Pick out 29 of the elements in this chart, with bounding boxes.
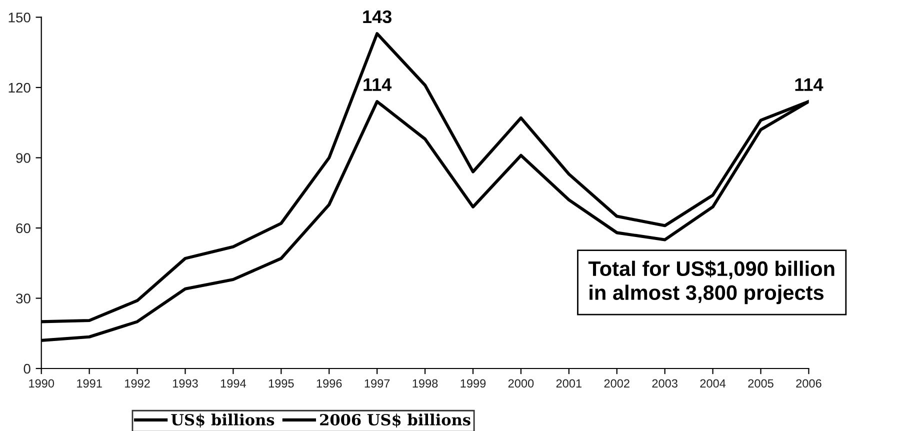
data-label: 114 [795, 78, 824, 91]
x-tick-label: 1991 [77, 379, 102, 388]
x-tick-label: 2004 [700, 379, 726, 388]
y-tick-label: 120 [8, 82, 30, 93]
annotation: Total for US$1,090 billion in almost 3,800 projects [588, 260, 834, 304]
y-tick-label: 60 [16, 223, 30, 234]
x-tick-label: 1999 [460, 379, 486, 388]
data-label: 114 [364, 78, 392, 91]
x-tick-label: 1992 [125, 379, 150, 388]
x-tick-label: 2006 [796, 379, 822, 388]
x-tick-label: 1993 [173, 379, 198, 388]
x-tick-label: 1995 [268, 379, 294, 388]
y-tick-label: 0 [24, 364, 30, 374]
x-tick-label: 1997 [364, 379, 390, 388]
x-tick-label: 2003 [652, 379, 678, 388]
y-tick-label: 150 [8, 12, 30, 22]
y-tick-label: 30 [16, 294, 30, 304]
x-tick-label: 2000 [508, 379, 534, 388]
x-tick-label: 2005 [748, 379, 774, 388]
x-tick-label: 1994 [220, 379, 246, 388]
legend-label: US$ billions [171, 414, 274, 428]
legend-label: 2006 US$ billions [320, 414, 470, 428]
x-tick-label: 1996 [316, 379, 342, 388]
x-tick-label: 2001 [556, 379, 582, 388]
y-tick-label: 90 [16, 153, 30, 163]
x-tick-label: 1990 [29, 379, 54, 388]
data-label: 143 [363, 10, 392, 24]
x-tick-label: 1998 [412, 379, 438, 388]
x-tick-label: 2002 [604, 379, 630, 388]
